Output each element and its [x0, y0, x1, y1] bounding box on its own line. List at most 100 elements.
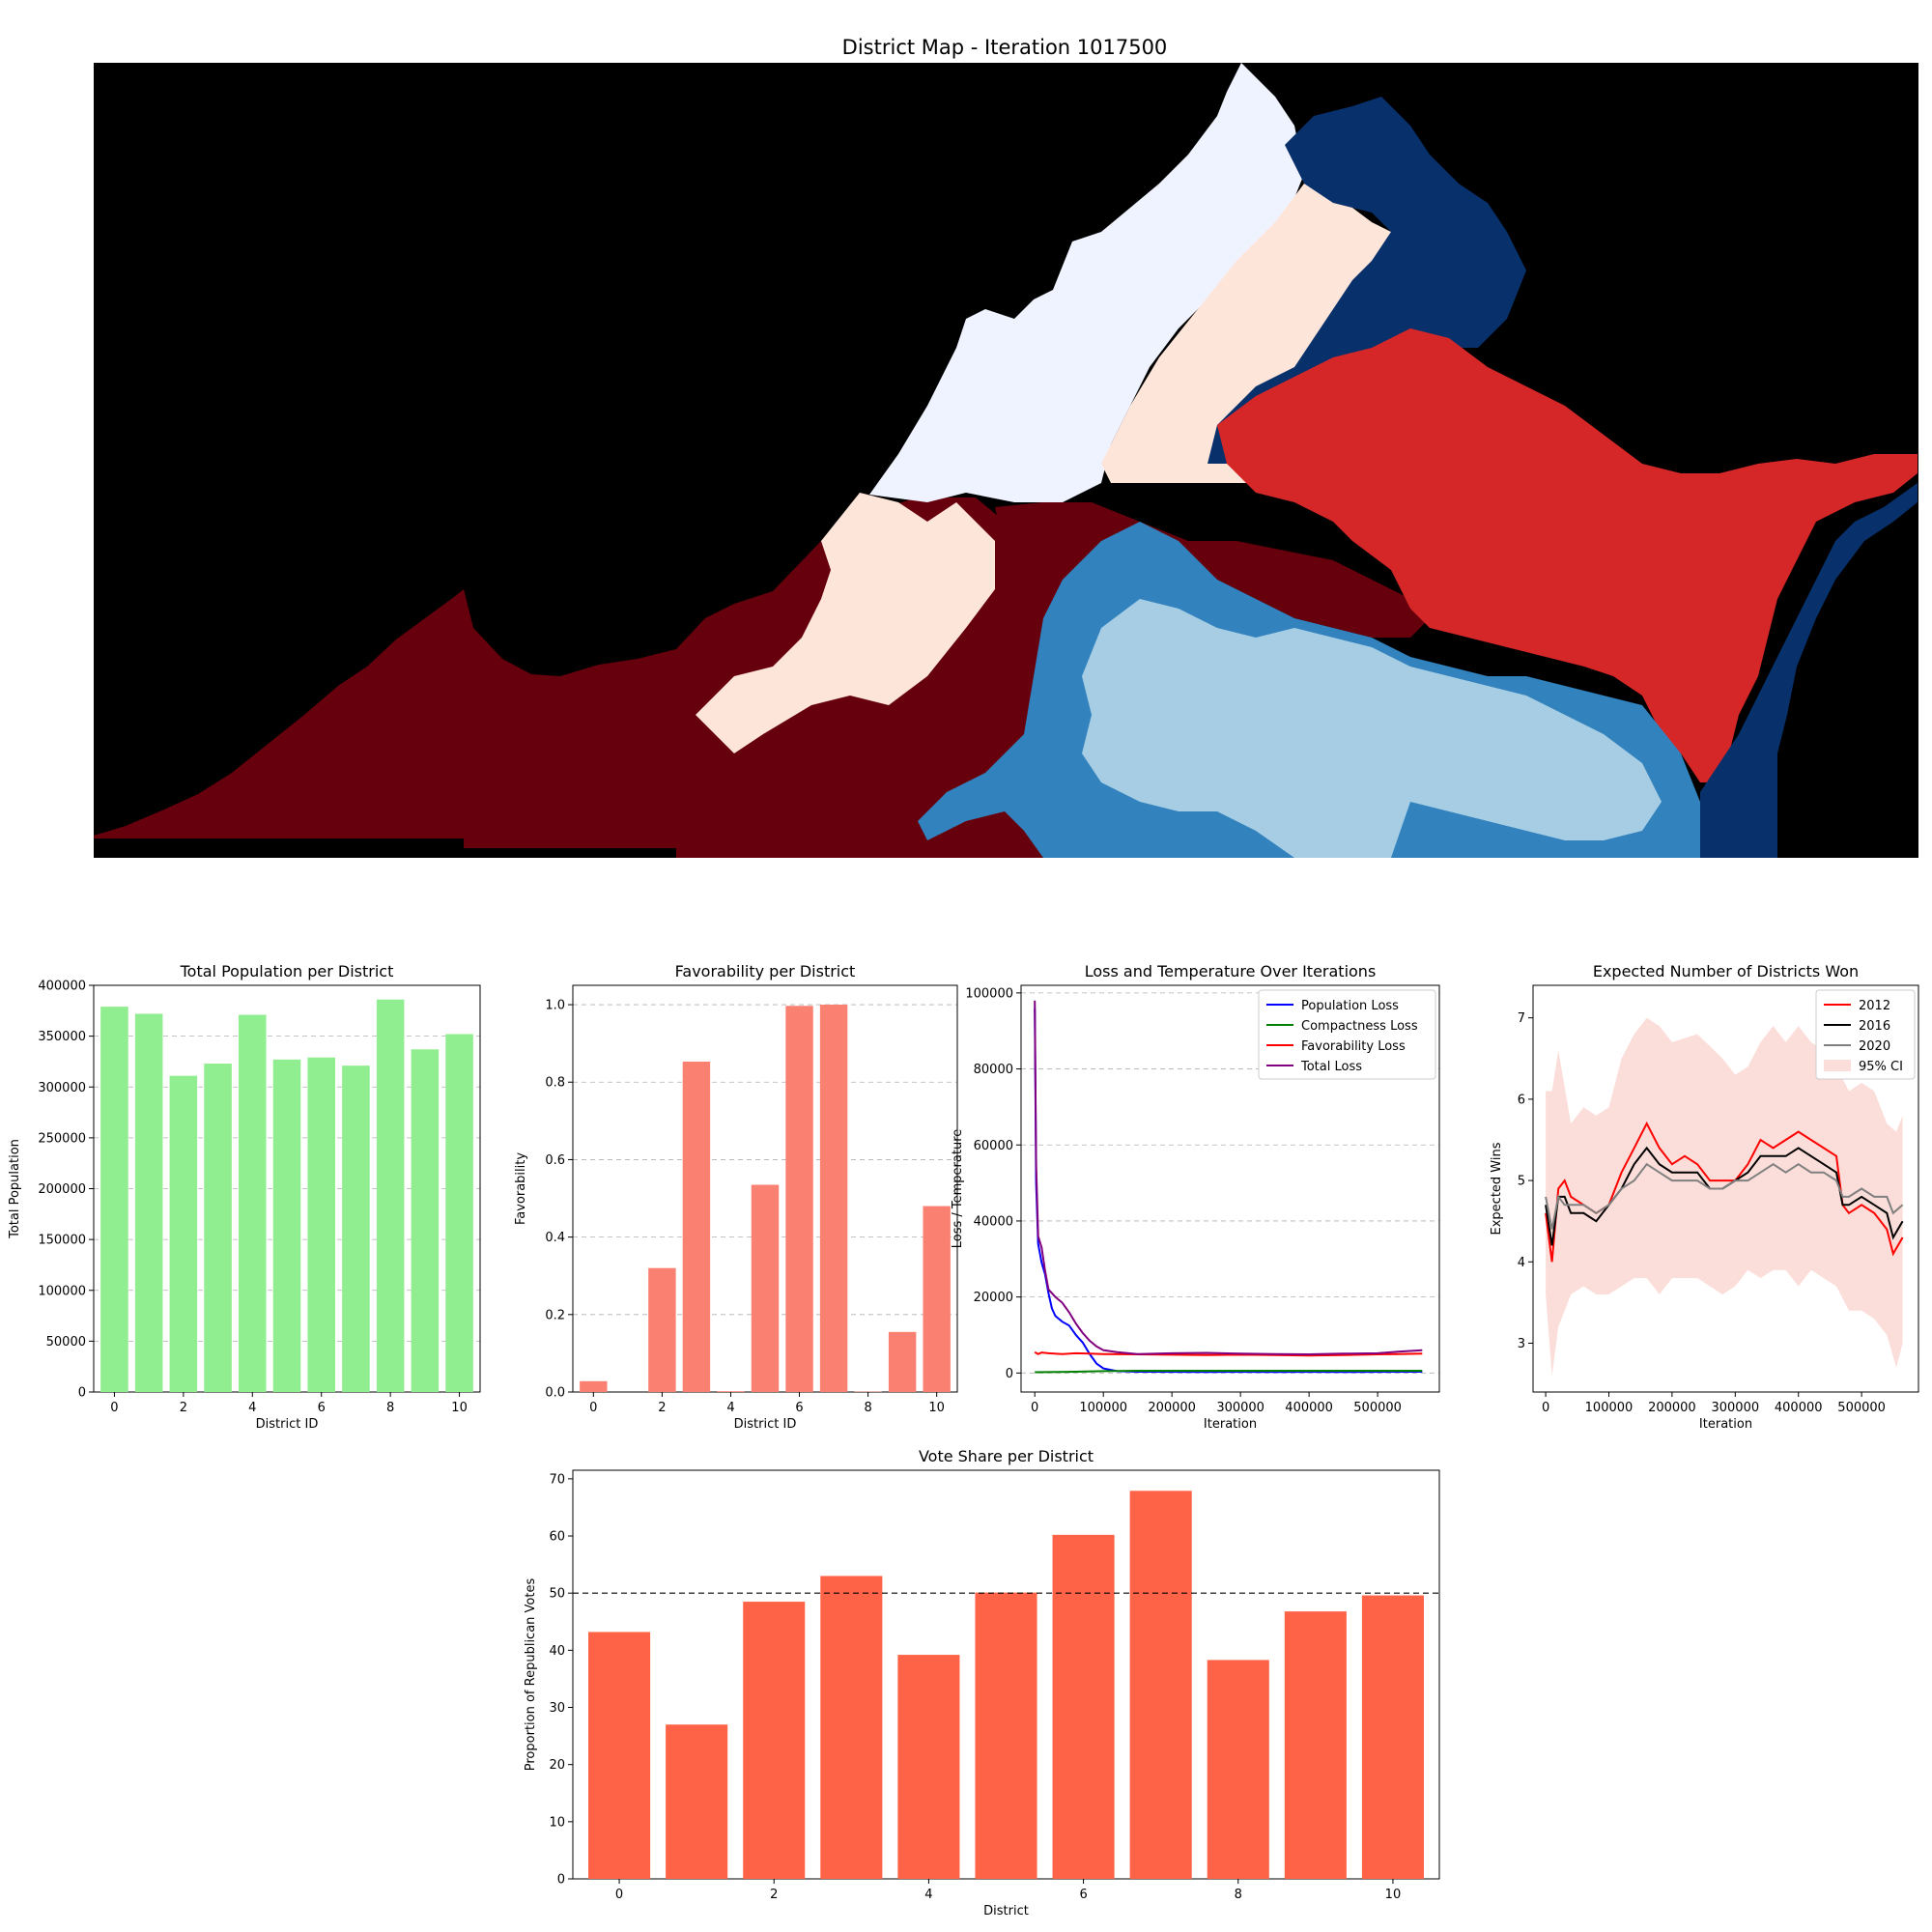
- district-map-panel: District Map - Iteration 1017500: [94, 36, 1918, 858]
- y-tick-label-3: 0.6: [545, 1153, 565, 1168]
- axes-frame: [1532, 984, 1919, 1393]
- y-tick-label-3: 150000: [38, 1234, 86, 1248]
- bar-district-10: [1361, 1595, 1424, 1879]
- bar-district-4: [897, 1655, 960, 1879]
- bar-district-9: [888, 1331, 917, 1392]
- x-tick-label-5: 500000: [1353, 1401, 1402, 1415]
- map-region-southwest: [94, 497, 1063, 858]
- x-tick-label-4: 8: [864, 1401, 871, 1415]
- legend-label-0: 2012: [1859, 999, 1890, 1013]
- x-axis-label: Iteration: [1204, 1417, 1257, 1432]
- x-tick-label-1: 100000: [1585, 1401, 1634, 1415]
- y-tick-label-7: 70: [549, 1472, 565, 1487]
- y-tick-label-4: 200000: [38, 1182, 86, 1197]
- vote-share-chart: 0 10 20 30 40 50 60 70 0 2 4 6 8 10 Vote Share per Dis…: [524, 1447, 1440, 1918]
- y-tick-label-4: 80000: [974, 1063, 1013, 1077]
- y-tick-label-5: 100000: [965, 986, 1013, 1001]
- y-tick-label-0: 0: [1006, 1367, 1013, 1381]
- y-tick-label-1: 50000: [46, 1335, 86, 1350]
- y-tick-label-0: 3: [1518, 1337, 1525, 1351]
- y-tick-label-4: 7: [1518, 1011, 1525, 1026]
- expected-wins-chart: 3 4 5 6 7 0 100000 200000 300000 400000 500000 Expe…: [1490, 962, 1919, 1432]
- population-chart: 0 50000 100000 150000 200000 250000 300000 3500…: [8, 962, 481, 1432]
- x-tick-label-4: 8: [1235, 1888, 1242, 1902]
- x-tick-label-2: 4: [248, 1401, 256, 1415]
- map-region-navy-north: [1208, 97, 1526, 464]
- bar-district-7: [819, 1005, 848, 1392]
- y-tick-label-8: 400000: [38, 980, 86, 994]
- bar-district-1: [666, 1724, 728, 1879]
- bar-district-8: [376, 999, 405, 1392]
- y-tick-label-5: 50: [549, 1587, 565, 1602]
- chart-title: Expected Number of Districts Won: [1593, 962, 1859, 980]
- x-tick-label-1: 100000: [1079, 1401, 1127, 1415]
- y-tick-label-3: 60000: [974, 1139, 1013, 1153]
- ci-band: [1546, 1017, 1903, 1377]
- x-tick-label-0: 0: [110, 1401, 118, 1415]
- map-region-dark-red-center: [995, 502, 1430, 638]
- x-axis-label: District ID: [734, 1417, 797, 1432]
- map-region-pink-west: [696, 493, 995, 753]
- bar-district-0: [580, 1380, 608, 1392]
- x-tick-label-4: 8: [386, 1401, 394, 1415]
- y-tick-label-0: 0: [78, 1386, 86, 1401]
- series-line-2020: [1545, 1162, 1904, 1230]
- legend-label-1: Compactness Loss: [1301, 1019, 1418, 1034]
- y-tick-label-0: 0: [557, 1873, 565, 1888]
- y-axis-label: Expected Wins: [1490, 1142, 1504, 1235]
- legend-label-3: Total Loss: [1300, 1060, 1362, 1074]
- bar-district-0: [100, 1007, 128, 1392]
- bar-district-4: [717, 1391, 745, 1392]
- y-axis-label: Total Population: [8, 1139, 22, 1239]
- x-tick-label-4: 400000: [1285, 1401, 1333, 1415]
- x-tick-label-4: 400000: [1775, 1401, 1823, 1415]
- bar-district-4: [239, 1014, 267, 1392]
- bar-district-8: [1207, 1660, 1269, 1879]
- chart-title: Vote Share per District: [919, 1447, 1094, 1465]
- x-tick-label-3: 6: [318, 1401, 326, 1415]
- x-tick-label-3: 300000: [1711, 1401, 1759, 1415]
- bar-district-10: [923, 1206, 951, 1392]
- y-tick-label-6: 60: [549, 1530, 565, 1545]
- x-tick-label-3: 300000: [1216, 1401, 1264, 1415]
- x-tick-label-0: 0: [589, 1401, 597, 1415]
- y-axis-label: Favorability: [514, 1152, 528, 1225]
- y-tick-label-1: 0.2: [545, 1308, 565, 1322]
- x-tick-label-0: 0: [615, 1888, 623, 1902]
- bar-district-1: [134, 1013, 163, 1392]
- y-tick-label-1: 20000: [974, 1291, 1013, 1305]
- bar-district-0: [588, 1632, 651, 1879]
- y-tick-label-7: 350000: [38, 1030, 86, 1044]
- map-region-red-east: [1217, 328, 1918, 782]
- y-tick-label-5: 1.0: [545, 999, 565, 1013]
- y-tick-label-1: 10: [549, 1815, 565, 1830]
- y-tick-label-6: 300000: [38, 1081, 86, 1095]
- x-tick-label-1: 2: [180, 1401, 187, 1415]
- loss-chart: 0 20000 40000 60000 80000 100000 0 100000 200000…: [951, 962, 1440, 1432]
- x-axis-label: Iteration: [1699, 1417, 1752, 1432]
- series-line-total-loss: [1034, 1000, 1423, 1356]
- bar-district-5: [751, 1184, 780, 1392]
- x-tick-label-1: 2: [770, 1888, 778, 1902]
- bar-district-3: [204, 1064, 232, 1392]
- x-tick-label-2: 4: [726, 1401, 734, 1415]
- bar-district-2: [743, 1602, 806, 1879]
- bar-district-2: [648, 1267, 676, 1392]
- legend-label-2: 2020: [1859, 1039, 1890, 1054]
- y-tick-label-2: 40000: [974, 1214, 1013, 1229]
- y-tick-label-3: 6: [1518, 1093, 1525, 1107]
- y-tick-label-2: 0.4: [545, 1231, 565, 1245]
- axes-frame: [1020, 984, 1440, 1393]
- y-tick-label-4: 40: [549, 1644, 565, 1659]
- map-region-light-blue-south: [1082, 599, 1662, 858]
- x-tick-label-2: 200000: [1148, 1401, 1196, 1415]
- bar-district-6: [785, 1006, 813, 1392]
- map-regions: [94, 63, 1918, 858]
- y-tick-label-1: 4: [1518, 1256, 1525, 1270]
- bar-district-3: [682, 1061, 711, 1392]
- x-tick-label-5: 10: [451, 1401, 468, 1415]
- bar-district-7: [1129, 1491, 1192, 1879]
- legend-label-0: Population Loss: [1301, 999, 1399, 1013]
- bar-district-3: [820, 1576, 883, 1879]
- bar-district-5: [975, 1592, 1037, 1879]
